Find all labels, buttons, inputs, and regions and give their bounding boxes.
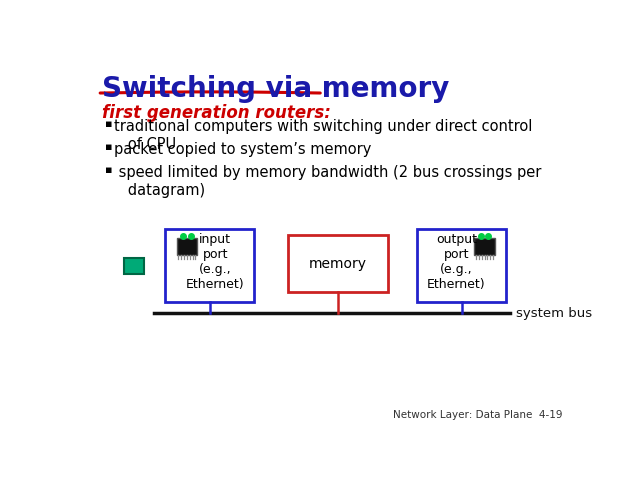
Bar xyxy=(474,238,495,255)
Bar xyxy=(417,229,506,302)
Text: memory: memory xyxy=(309,257,367,271)
Text: Switching via memory: Switching via memory xyxy=(102,74,449,103)
Text: ▪: ▪ xyxy=(105,166,112,175)
Text: input
port
(e.g.,
Ethernet): input port (e.g., Ethernet) xyxy=(186,233,244,291)
Text: system bus: system bus xyxy=(516,307,593,320)
Text: traditional computers with switching under direct control
   of CPU: traditional computers with switching und… xyxy=(114,119,532,152)
Text: first generation routers:: first generation routers: xyxy=(102,104,331,122)
Text: output
port
(e.g.,
Ethernet): output port (e.g., Ethernet) xyxy=(427,233,486,291)
Text: Network Layer: Data Plane  4-19: Network Layer: Data Plane 4-19 xyxy=(392,409,562,420)
Bar xyxy=(124,258,145,274)
Text: packet copied to system’s memory: packet copied to system’s memory xyxy=(114,142,371,157)
Text: speed limited by memory bandwidth (2 bus crossings per
   datagram): speed limited by memory bandwidth (2 bus… xyxy=(114,166,541,198)
Bar xyxy=(165,229,254,302)
Bar xyxy=(288,235,388,292)
Text: ▪: ▪ xyxy=(105,119,112,129)
Bar xyxy=(177,238,197,255)
Text: ▪: ▪ xyxy=(105,142,112,152)
